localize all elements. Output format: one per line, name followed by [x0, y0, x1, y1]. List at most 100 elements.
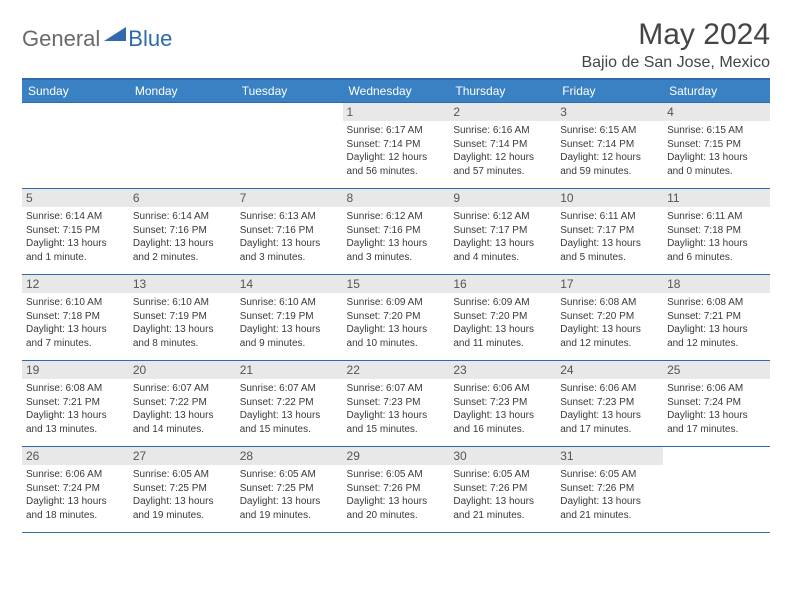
day-cell: 7 Sunrise: 6:13 AMSunset: 7:16 PMDaylight…	[236, 189, 343, 275]
day-cell: 25 Sunrise: 6:06 AMSunset: 7:24 PMDayligh…	[663, 361, 770, 447]
day-cell: 1 Sunrise: 6:17 AMSunset: 7:14 PMDaylight…	[343, 103, 450, 189]
day-cell: 12 Sunrise: 6:10 AMSunset: 7:18 PMDayligh…	[22, 275, 129, 361]
day-cell	[663, 447, 770, 533]
weekday-header: Tuesday	[236, 79, 343, 103]
day-info: Sunrise: 6:05 AMSunset: 7:25 PMDaylight:…	[240, 468, 339, 522]
logo-text-blue: Blue	[128, 26, 172, 52]
day-number: 31	[556, 447, 663, 465]
day-number: 26	[22, 447, 129, 465]
day-number: 17	[556, 275, 663, 293]
day-info: Sunrise: 6:10 AMSunset: 7:19 PMDaylight:…	[240, 296, 339, 350]
day-info: Sunrise: 6:12 AMSunset: 7:17 PMDaylight:…	[453, 210, 552, 264]
weekday-header: Sunday	[22, 79, 129, 103]
day-number: 7	[236, 189, 343, 207]
day-number: 25	[663, 361, 770, 379]
day-number: 20	[129, 361, 236, 379]
day-cell: 16 Sunrise: 6:09 AMSunset: 7:20 PMDayligh…	[449, 275, 556, 361]
day-cell: 26Sunrise: 6:06 AMSunset: 7:24 PMDayligh…	[22, 447, 129, 533]
day-cell: 9Sunrise: 6:12 AMSunset: 7:17 PMDaylight…	[449, 189, 556, 275]
day-number: 19	[22, 361, 129, 379]
day-info: Sunrise: 6:12 AMSunset: 7:16 PMDaylight:…	[347, 210, 446, 264]
day-info: Sunrise: 6:08 AMSunset: 7:20 PMDaylight:…	[560, 296, 659, 350]
weekday-header: Friday	[556, 79, 663, 103]
day-number: 24	[556, 361, 663, 379]
day-cell: 5Sunrise: 6:14 AMSunset: 7:15 PMDaylight…	[22, 189, 129, 275]
logo: General Blue	[22, 26, 172, 52]
day-info: Sunrise: 6:08 AMSunset: 7:21 PMDaylight:…	[667, 296, 766, 350]
day-info: Sunrise: 6:06 AMSunset: 7:24 PMDaylight:…	[667, 382, 766, 436]
day-number: 16	[449, 275, 556, 293]
day-number: 18	[663, 275, 770, 293]
weekday-header: Saturday	[663, 79, 770, 103]
day-info: Sunrise: 6:05 AMSunset: 7:26 PMDaylight:…	[347, 468, 446, 522]
day-number: 22	[343, 361, 450, 379]
day-info: Sunrise: 6:17 AMSunset: 7:14 PMDaylight:…	[347, 124, 446, 178]
day-info: Sunrise: 6:07 AMSunset: 7:23 PMDaylight:…	[347, 382, 446, 436]
day-cell: 30 Sunrise: 6:05 AMSunset: 7:26 PMDayligh…	[449, 447, 556, 533]
day-info: Sunrise: 6:09 AMSunset: 7:20 PMDaylight:…	[347, 296, 446, 350]
day-number: 21	[236, 361, 343, 379]
day-number: 14	[236, 275, 343, 293]
day-cell: 29 Sunrise: 6:05 AMSunset: 7:26 PMDayligh…	[343, 447, 450, 533]
location: Bajio de San Jose, Mexico	[581, 54, 770, 72]
day-cell: 31 Sunrise: 6:05 AMSunset: 7:26 PMDayligh…	[556, 447, 663, 533]
day-info: Sunrise: 6:05 AMSunset: 7:26 PMDaylight:…	[560, 468, 659, 522]
day-info: Sunrise: 6:05 AMSunset: 7:25 PMDaylight:…	[133, 468, 232, 522]
day-number: 6	[129, 189, 236, 207]
day-number: 23	[449, 361, 556, 379]
day-info: Sunrise: 6:11 AMSunset: 7:18 PMDaylight:…	[667, 210, 766, 264]
day-cell	[22, 103, 129, 189]
calendar-body: 1 Sunrise: 6:17 AMSunset: 7:14 PMDaylight…	[22, 103, 770, 533]
day-number: 12	[22, 275, 129, 293]
day-cell	[236, 103, 343, 189]
day-cell: 4 Sunrise: 6:15 AMSunset: 7:15 PMDaylight…	[663, 103, 770, 189]
month-title: May 2024	[581, 18, 770, 52]
day-cell: 15 Sunrise: 6:09 AMSunset: 7:20 PMDayligh…	[343, 275, 450, 361]
day-cell: 6 Sunrise: 6:14 AMSunset: 7:16 PMDaylight…	[129, 189, 236, 275]
logo-text-general: General	[22, 26, 100, 52]
day-number: 1	[343, 103, 450, 121]
day-info: Sunrise: 6:06 AMSunset: 7:23 PMDaylight:…	[453, 382, 552, 436]
table-row: 1 Sunrise: 6:17 AMSunset: 7:14 PMDaylight…	[22, 103, 770, 189]
day-number: 30	[449, 447, 556, 465]
day-number: 4	[663, 103, 770, 121]
day-cell: 8Sunrise: 6:12 AMSunset: 7:16 PMDaylight…	[343, 189, 450, 275]
day-number: 27	[129, 447, 236, 465]
day-cell: 24Sunrise: 6:06 AMSunset: 7:23 PMDayligh…	[556, 361, 663, 447]
day-cell: 13Sunrise: 6:10 AMSunset: 7:19 PMDayligh…	[129, 275, 236, 361]
day-info: Sunrise: 6:11 AMSunset: 7:17 PMDaylight:…	[560, 210, 659, 264]
table-row: 12 Sunrise: 6:10 AMSunset: 7:18 PMDayligh…	[22, 275, 770, 361]
calendar-head: SundayMondayTuesdayWednesdayThursdayFrid…	[22, 79, 770, 103]
table-row: 26Sunrise: 6:06 AMSunset: 7:24 PMDayligh…	[22, 447, 770, 533]
day-cell: 20Sunrise: 6:07 AMSunset: 7:22 PMDayligh…	[129, 361, 236, 447]
day-number: 29	[343, 447, 450, 465]
title-block: May 2024 Bajio de San Jose, Mexico	[581, 18, 770, 72]
day-info: Sunrise: 6:10 AMSunset: 7:18 PMDaylight:…	[26, 296, 125, 350]
day-number: 28	[236, 447, 343, 465]
table-row: 5Sunrise: 6:14 AMSunset: 7:15 PMDaylight…	[22, 189, 770, 275]
day-info: Sunrise: 6:15 AMSunset: 7:15 PMDaylight:…	[667, 124, 766, 178]
day-info: Sunrise: 6:14 AMSunset: 7:16 PMDaylight:…	[133, 210, 232, 264]
table-row: 19 Sunrise: 6:08 AMSunset: 7:21 PMDayligh…	[22, 361, 770, 447]
day-info: Sunrise: 6:13 AMSunset: 7:16 PMDaylight:…	[240, 210, 339, 264]
day-cell: 27 Sunrise: 6:05 AMSunset: 7:25 PMDayligh…	[129, 447, 236, 533]
day-number: 2	[449, 103, 556, 121]
day-cell: 22 Sunrise: 6:07 AMSunset: 7:23 PMDayligh…	[343, 361, 450, 447]
calendar-table: SundayMondayTuesdayWednesdayThursdayFrid…	[22, 78, 770, 533]
day-number: 5	[22, 189, 129, 207]
day-info: Sunrise: 6:09 AMSunset: 7:20 PMDaylight:…	[453, 296, 552, 350]
day-cell: 2Sunrise: 6:16 AMSunset: 7:14 PMDaylight…	[449, 103, 556, 189]
day-number: 11	[663, 189, 770, 207]
day-cell: 10 Sunrise: 6:11 AMSunset: 7:17 PMDayligh…	[556, 189, 663, 275]
day-cell: 18 Sunrise: 6:08 AMSunset: 7:21 PMDayligh…	[663, 275, 770, 361]
day-cell: 11 Sunrise: 6:11 AMSunset: 7:18 PMDayligh…	[663, 189, 770, 275]
day-number: 15	[343, 275, 450, 293]
day-cell	[129, 103, 236, 189]
day-cell: 3Sunrise: 6:15 AMSunset: 7:14 PMDaylight…	[556, 103, 663, 189]
day-info: Sunrise: 6:08 AMSunset: 7:21 PMDaylight:…	[26, 382, 125, 436]
weekday-header: Monday	[129, 79, 236, 103]
day-number: 10	[556, 189, 663, 207]
day-info: Sunrise: 6:05 AMSunset: 7:26 PMDaylight:…	[453, 468, 552, 522]
header: General Blue May 2024 Bajio de San Jose,…	[22, 18, 770, 72]
weekday-header: Thursday	[449, 79, 556, 103]
